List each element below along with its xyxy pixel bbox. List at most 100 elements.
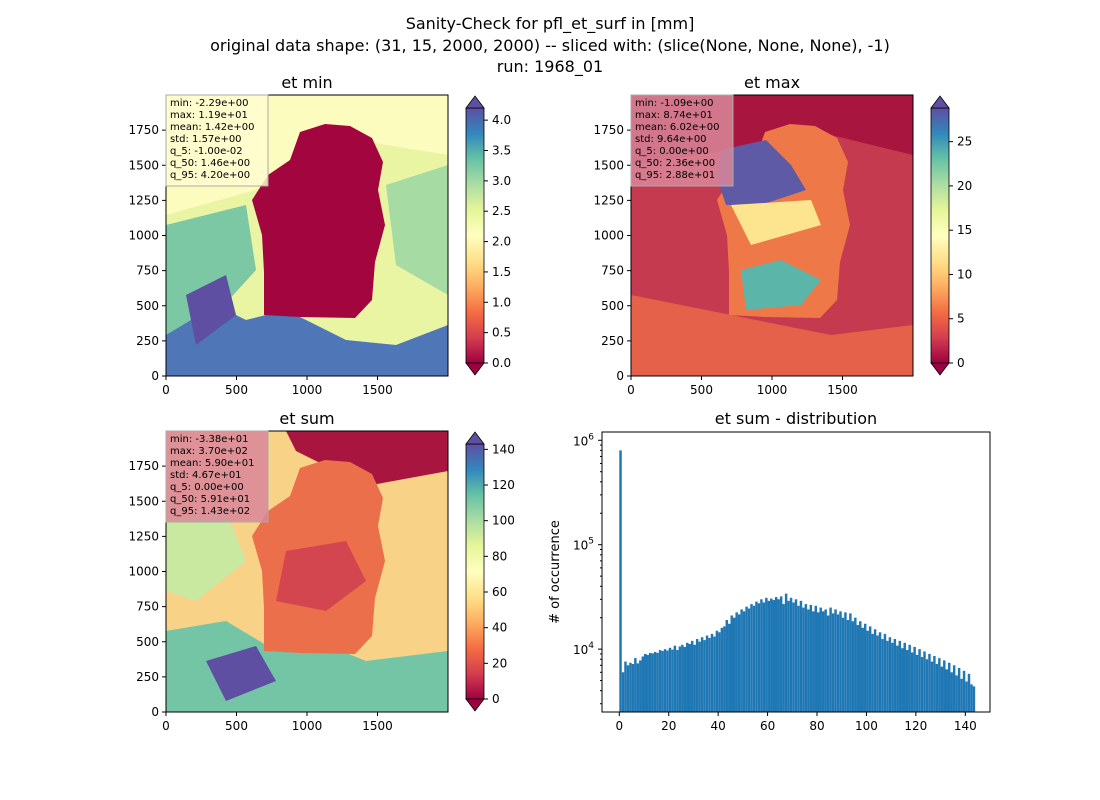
colorbar-tick-label: 10 xyxy=(957,267,972,281)
map-region-highlands xyxy=(206,646,276,701)
y-axis-label: # of occurrence xyxy=(548,520,563,624)
histogram-bar xyxy=(671,649,674,712)
histogram-bar xyxy=(688,643,691,712)
histogram-bar xyxy=(888,637,892,712)
histogram-bar xyxy=(913,646,916,712)
histogram-bar xyxy=(762,602,766,712)
stat-q50: q_50: 5.91e+01 xyxy=(170,494,250,505)
colorbar-tick-label: 3.0 xyxy=(492,174,511,188)
histogram-bar xyxy=(817,612,820,712)
histogram-bar xyxy=(732,617,736,712)
y-tick-label: 500 xyxy=(601,299,624,313)
y-tick-label: 105 xyxy=(573,537,594,553)
stat-q95: q_95: 1.43e+02 xyxy=(170,506,250,517)
title-line-1: Sanity-Check for pfl_et_surf in [mm] xyxy=(406,14,695,34)
map-axes: 0 500 1000 1500 0 250 500 750 1000 1250 1500 1750 xyxy=(128,123,392,397)
histogram-bar xyxy=(797,605,800,712)
map-region-south xyxy=(166,305,448,376)
stat-q95: q_95: 4.20e+00 xyxy=(170,170,250,181)
histogram-bar xyxy=(703,640,706,712)
x-tick-label: 0 xyxy=(627,383,635,397)
colorbar-tick-label: 0.5 xyxy=(492,326,511,340)
histogram-bar xyxy=(970,684,973,712)
y-tick-label: 750 xyxy=(601,264,624,278)
histogram-bar xyxy=(812,611,815,712)
stats-box: min: -2.29e+00 max: 1.19e+01 mean: 1.42e… xyxy=(165,94,269,187)
histogram-bar xyxy=(742,611,746,712)
histogram-bar xyxy=(849,613,852,712)
histogram-bar xyxy=(715,630,719,712)
y-tick-label: 1500 xyxy=(128,494,159,508)
colorbar-tick-label: 4.0 xyxy=(492,113,511,127)
x-tick-label: 1500 xyxy=(827,383,858,397)
histogram-bar xyxy=(634,658,637,712)
y-tick-label: 750 xyxy=(136,264,159,278)
histogram-bar xyxy=(740,609,743,712)
x-tick-label: 500 xyxy=(225,383,248,397)
colorbar-tick-label: 5 xyxy=(957,312,965,326)
histogram-bar xyxy=(648,652,652,712)
stat-mean: mean: 6.02e+00 xyxy=(635,122,719,133)
y-tick-label: 0 xyxy=(151,705,159,719)
histogram-bar xyxy=(947,662,951,712)
histogram-bar xyxy=(839,611,842,712)
histogram-bar xyxy=(908,644,911,712)
histogram-bar xyxy=(930,661,934,712)
y-tick-base: 10 xyxy=(573,434,588,448)
histogram-bar xyxy=(819,607,822,712)
histogram-bar xyxy=(658,650,662,712)
x-tick-label: 0 xyxy=(162,383,170,397)
histogram-bar xyxy=(802,607,805,712)
histogram-bar xyxy=(619,450,622,712)
stat-q50: q_50: 1.46e+00 xyxy=(170,158,250,169)
histogram-bar xyxy=(836,614,840,712)
colorbar-tick-label: 0 xyxy=(957,356,965,370)
histogram-bar xyxy=(794,599,798,712)
colorbar-tick-label: 140 xyxy=(492,442,515,456)
histogram-bar xyxy=(663,649,667,712)
y-tick-exponent: 4 xyxy=(588,641,594,651)
y-tick-exponent: 5 xyxy=(588,537,594,547)
x-tick-label: 500 xyxy=(225,719,248,733)
histogram-bar xyxy=(760,599,763,712)
histogram-bar xyxy=(668,647,672,712)
colorbar-tick-label: 40 xyxy=(492,621,507,635)
histogram-bar xyxy=(784,593,788,712)
histogram-bar xyxy=(693,644,696,712)
y-tick-label: 106 xyxy=(573,432,594,448)
x-tick-label: 40 xyxy=(711,719,726,733)
map-region-west xyxy=(166,511,246,601)
colorbar-tick-label: 60 xyxy=(492,585,507,599)
histogram-bar xyxy=(804,604,808,712)
histogram-bar xyxy=(824,609,827,712)
histogram-bar xyxy=(646,654,649,712)
histogram-bar xyxy=(735,612,738,712)
histogram-bar xyxy=(844,612,847,712)
colorbar-tick-label: 20 xyxy=(492,656,507,670)
histogram-bar xyxy=(644,653,647,712)
y-tick-label: 104 xyxy=(573,641,594,657)
histogram-bar xyxy=(728,623,731,712)
histogram-bar xyxy=(755,601,758,712)
panel-et-min: et min 0 500 1000 1500 0 250 500 750 1000 1250 150… xyxy=(128,73,511,397)
histogram-bar xyxy=(779,596,783,712)
x-tick-label: 100 xyxy=(855,719,878,733)
y-tick-label: 1250 xyxy=(593,193,624,207)
x-tick-label: 1000 xyxy=(757,383,788,397)
histogram-bar xyxy=(690,640,694,712)
histogram-bar xyxy=(901,648,904,712)
histogram-bar xyxy=(881,639,884,712)
histogram-bar xyxy=(757,603,761,712)
map-axes: 0 500 1000 1500 0 250 500 750 1000 1250 1500 1750 xyxy=(593,123,857,397)
stat-max: max: 1.19e+01 xyxy=(170,110,248,121)
map-region-core xyxy=(252,124,385,318)
histogram-bar xyxy=(708,637,711,712)
panel-title: et min xyxy=(281,73,332,92)
x-tick-label: 1500 xyxy=(362,383,393,397)
histogram-bar xyxy=(624,661,627,712)
histogram-bar xyxy=(636,663,640,712)
histogram-bar xyxy=(938,658,941,712)
histogram-bar xyxy=(933,655,936,712)
